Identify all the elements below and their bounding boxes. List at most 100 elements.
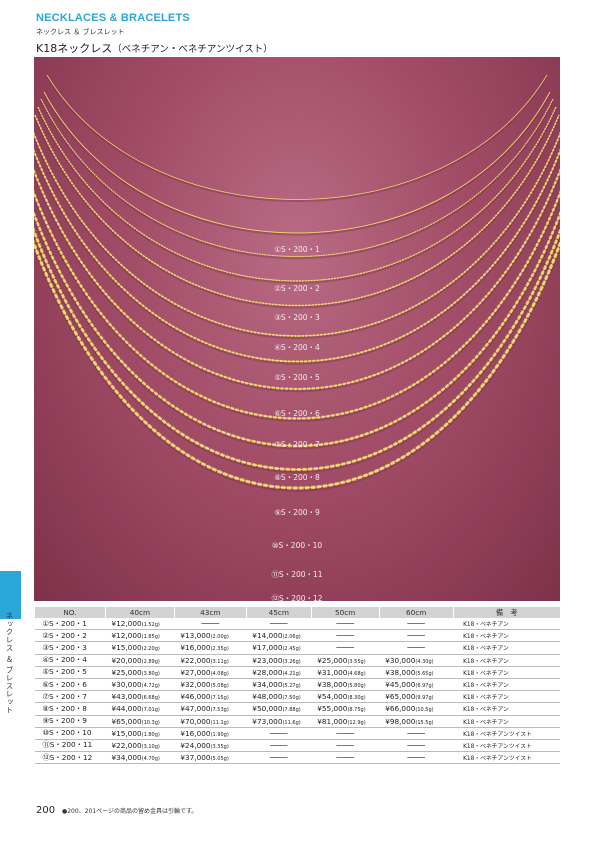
weight-value: (9.97g) xyxy=(415,695,434,702)
price-table: NO. 40cm 43cm 45cm 50cm 60cm 備 考 ①S・200・1 ¥12,0… xyxy=(34,607,560,765)
chain-necklace xyxy=(43,91,551,234)
title-sub: （ベネチアン・ベネチアンツイスト） xyxy=(112,44,273,55)
remark-cell: K18・ベネチアン xyxy=(453,641,560,655)
price-cell: ¥24,000(3.35g) xyxy=(174,739,247,753)
price-value: ¥98,000 xyxy=(385,716,416,726)
weight-value: (4.68g) xyxy=(347,670,366,677)
not-available-dash: ──── xyxy=(311,629,380,643)
chain-highlight xyxy=(34,114,560,306)
price-cell: ¥31,000(4.68g) xyxy=(311,666,380,679)
price-cell: ¥30,000(4.30g) xyxy=(379,654,454,667)
column-header: 50cm xyxy=(310,607,380,618)
price-value: ¥44,000 xyxy=(111,704,142,714)
weight-value: (3.11g) xyxy=(210,658,229,665)
price-value: ¥14,000 xyxy=(252,631,283,641)
weight-value: (6.97g) xyxy=(415,683,434,690)
price-cell: ¥65,000(10.3g) xyxy=(105,715,175,728)
remark-cell: K18・ベネチアンツイスト xyxy=(453,751,560,765)
remark-cell: K18・ベネチアンツイスト xyxy=(453,727,560,740)
weight-value: (1.80g) xyxy=(141,731,160,738)
chain-highlight xyxy=(34,242,560,489)
weight-value: (7.53g) xyxy=(210,707,229,714)
weight-value: (4.30g) xyxy=(415,658,434,665)
price-cell: ¥28,000(4.21g) xyxy=(246,666,312,679)
not-available-dash: ──── xyxy=(246,739,312,753)
price-cell: ¥47,000(7.53g) xyxy=(174,702,247,716)
price-cell: ¥16,000(1.90g) xyxy=(174,727,247,740)
price-cell: ¥25,000(3.55g) xyxy=(311,654,380,667)
price-cell: ¥32,000(5.08g) xyxy=(174,678,247,692)
weight-value: (7.50g) xyxy=(282,695,301,702)
price-value: ¥23,000 xyxy=(252,655,283,665)
column-header: 備 考 xyxy=(452,607,560,618)
weight-value: (5.65g) xyxy=(415,670,434,677)
price-value: ¥31,000 xyxy=(317,667,348,677)
weight-value: (7.15g) xyxy=(210,695,229,702)
price-cell: ¥25,000(3.80g) xyxy=(105,666,175,679)
price-cell: ¥98,000(15.5g) xyxy=(379,715,454,728)
price-cell: ¥16,000(2.35g) xyxy=(174,641,247,655)
weight-value: (5.08g) xyxy=(210,683,229,690)
price-cell: ¥22,000(3.11g) xyxy=(174,654,247,667)
weight-value: (5.27g) xyxy=(282,683,301,690)
chain-label: ⑤S・200・5 xyxy=(274,373,320,382)
not-available-dash: ──── xyxy=(174,618,247,631)
price-value: ¥43,000 xyxy=(111,692,142,702)
price-value: ¥25,000 xyxy=(111,667,142,677)
price-cell: ¥30,000(4.72g) xyxy=(105,678,175,692)
remark-cell: K18・ベネチアン xyxy=(453,690,560,704)
table-row: ⑪S・200・11 ¥22,000(3.10g) ¥24,000(3.35g) ───… xyxy=(34,739,560,753)
price-value: ¥13,000 xyxy=(180,631,211,641)
chain-label: ⑫S・200・12 xyxy=(271,594,323,601)
product-number: ⑫S・200・12 xyxy=(34,751,106,765)
remark-cell: K18・ベネチアン xyxy=(453,629,560,643)
chain-necklace xyxy=(46,74,548,200)
chain-label: ⑥S・200・6 xyxy=(274,409,320,418)
price-cell: ¥23,000(3.26g) xyxy=(246,654,312,667)
product-number: ⑦S・200・7 xyxy=(34,690,106,704)
price-cell: ¥44,000(7.01g) xyxy=(105,702,175,716)
table-row: ⑤S・200・5 ¥25,000(3.80g) ¥27,000(4.08g) ¥28,… xyxy=(34,666,560,679)
price-cell: ¥81,000(12.9g) xyxy=(311,715,380,728)
weight-value: (6.68g) xyxy=(141,695,160,702)
chain-label: ⑧S・200・8 xyxy=(274,473,320,482)
weight-value: (2.00g) xyxy=(210,634,229,641)
price-cell: ¥65,000(9.97g) xyxy=(379,690,454,704)
chain-highlight xyxy=(34,212,560,447)
page-title: K18ネックレス（ベネチアン・ベネチアンツイスト） xyxy=(36,40,273,56)
price-value: ¥54,000 xyxy=(317,692,348,702)
not-available-dash: ──── xyxy=(379,618,454,631)
table-row: ⑨S・200・9 ¥65,000(10.3g) ¥70,000(11.1g) ¥73,… xyxy=(34,715,560,728)
product-number: ④S・200・4 xyxy=(34,654,106,667)
price-cell: ¥12,000(1.85g) xyxy=(105,629,175,643)
not-available-dash: ──── xyxy=(246,727,312,740)
price-cell: ¥20,000(2.89g) xyxy=(105,654,175,667)
weight-value: (2.20g) xyxy=(141,646,160,653)
price-value: ¥70,000 xyxy=(180,716,211,726)
price-value: ¥30,000 xyxy=(111,680,142,690)
remark-cell: K18・ベネチアン xyxy=(453,618,560,631)
price-value: ¥17,000 xyxy=(252,643,283,653)
title-main: K18ネックレス xyxy=(36,42,113,55)
weight-value: (3.26g) xyxy=(282,658,301,665)
not-available-dash: ──── xyxy=(311,727,380,740)
price-value: ¥37,000 xyxy=(180,753,211,763)
weight-value: (2.89g) xyxy=(141,658,160,665)
weight-value: (7.88g) xyxy=(282,707,301,714)
table-row: ⑩S・200・10 ¥15,000(1.80g) ¥16,000(1.90g) ───… xyxy=(34,727,560,740)
price-value: ¥34,000 xyxy=(252,680,283,690)
product-photo: ①S・200・1 ②S・200・2 ③S・200・3 ④S・200・4 ⑤S・200・5… xyxy=(34,57,560,601)
price-cell: ¥43,000(6.68g) xyxy=(105,690,175,704)
remark-cell: K18・ベネチアン xyxy=(453,702,560,716)
price-value: ¥22,000 xyxy=(111,740,142,750)
weight-value: (7.01g) xyxy=(141,707,160,714)
chain-label: ③S・200・3 xyxy=(274,313,320,322)
table-row: ⑥S・200・6 ¥30,000(4.72g) ¥32,000(5.08g) ¥34,… xyxy=(34,678,560,692)
price-cell: ¥12,000(1.52g) xyxy=(105,618,175,631)
price-cell: ¥73,000(11.6g) xyxy=(246,715,312,728)
chain-necklace xyxy=(34,226,560,471)
price-cell: ¥34,000(4.70g) xyxy=(105,751,175,765)
price-value: ¥50,000 xyxy=(252,704,283,714)
chain-label: ⑪S・200・11 xyxy=(271,570,323,579)
price-value: ¥25,000 xyxy=(317,655,348,665)
